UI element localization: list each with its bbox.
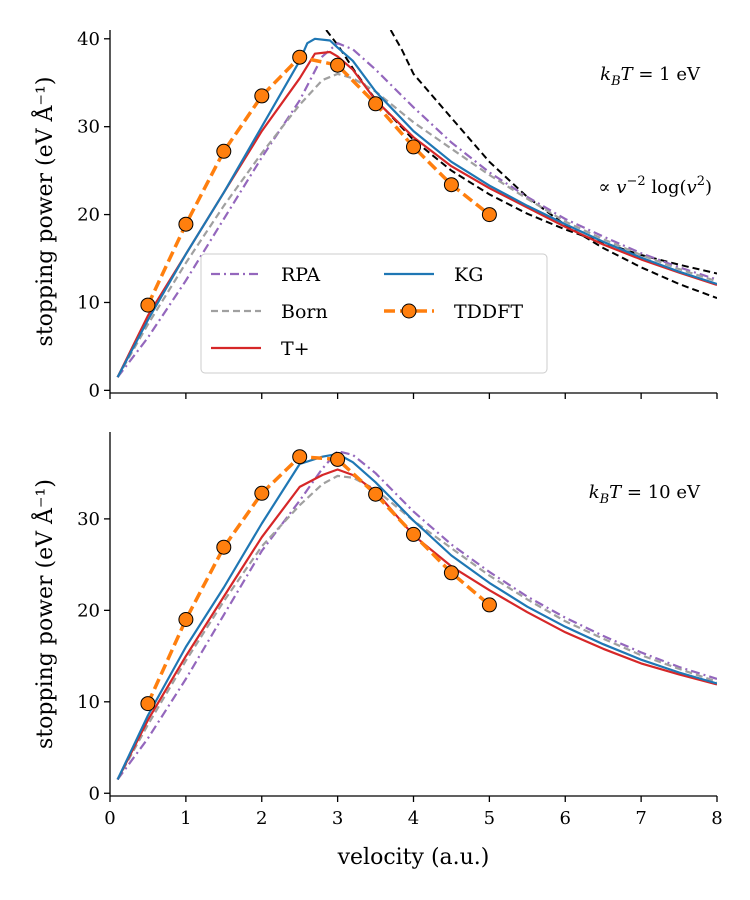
y-tick-label: 20 xyxy=(77,205,100,226)
x-tick-label: 3 xyxy=(332,808,343,829)
x-tick-label: 4 xyxy=(408,808,419,829)
y-axis-label: stopping power (eV Å⁻¹) xyxy=(30,77,58,347)
tddft-marker xyxy=(254,485,270,501)
series-kg-line xyxy=(116,452,717,780)
tddft-marker xyxy=(140,696,156,712)
tddft-marker xyxy=(330,57,346,73)
legend-label: KG xyxy=(454,264,483,286)
x-tick-label: 8 xyxy=(711,808,722,829)
legend-label: Born xyxy=(281,301,328,323)
tddft-marker xyxy=(481,207,497,223)
legend-label: TDDFT xyxy=(454,301,523,323)
legend-label: RPA xyxy=(281,264,320,286)
y-tick-label: 30 xyxy=(77,117,100,138)
legend-label: T+ xyxy=(281,338,310,360)
y-tick-label: 30 xyxy=(77,509,100,530)
tddft-marker xyxy=(481,597,497,613)
tddft-marker xyxy=(443,177,459,193)
y-tick-label: 20 xyxy=(77,600,100,621)
top-panel: 0 10 20 30 40 stopping power (eV Å⁻¹) kBT = 1 … xyxy=(30,29,718,401)
x-tick-label: 1 xyxy=(180,808,191,829)
asymptote-upper-line xyxy=(325,30,717,275)
tddft-marker xyxy=(406,139,421,155)
tddft-marker xyxy=(140,297,156,313)
legend: RPA KG Born TDDFT T+ xyxy=(200,253,548,374)
series-tddft-line xyxy=(146,55,491,306)
series-kg-line xyxy=(116,37,717,378)
tddft-marker xyxy=(254,88,270,104)
legend-marker xyxy=(401,303,417,319)
x-tick-label: 5 xyxy=(484,808,495,829)
y-tick-label: 10 xyxy=(77,292,100,313)
asymptote-lower-line xyxy=(389,30,717,300)
tddft-marker xyxy=(292,449,308,465)
x-tick-label: 7 xyxy=(635,808,646,829)
tddft-marker xyxy=(216,143,232,159)
tddft-marker xyxy=(292,49,308,65)
series-born-line xyxy=(116,474,717,781)
tddft-marker xyxy=(178,612,194,627)
tddft-marker xyxy=(368,486,384,502)
tddft-marker xyxy=(216,539,232,555)
x-tick-label: 2 xyxy=(256,808,267,829)
x-tick-label: 0 xyxy=(104,808,115,829)
temperature-annotation: kBT = 1 eV xyxy=(600,64,701,89)
series-rpa-line xyxy=(116,42,717,378)
tddft-marker xyxy=(330,451,346,467)
x-tick-label: 6 xyxy=(560,808,571,829)
temperature-annotation: kBT = 10 eV xyxy=(589,482,701,507)
y-axis-label: stopping power (eV Å⁻¹) xyxy=(30,479,58,749)
legend-frame xyxy=(200,253,548,374)
asymptote-label: ∝ v−2 log(v2) xyxy=(598,174,712,198)
plot-area xyxy=(116,30,717,378)
plot-area xyxy=(116,449,717,781)
y-tick-label: 0 xyxy=(89,380,100,401)
tddft-marker xyxy=(406,526,421,542)
series-rpa-line xyxy=(116,450,717,781)
tddft-marker xyxy=(368,96,384,112)
y-tick-label: 10 xyxy=(77,692,100,713)
y-tick-label: 0 xyxy=(89,783,100,804)
series-tddft-line xyxy=(146,454,491,705)
x-axis-label: velocity (a.u.) xyxy=(337,845,490,870)
tddft-marker xyxy=(443,565,459,581)
tddft-marker xyxy=(178,216,194,232)
y-tick-label: 40 xyxy=(77,29,100,50)
bottom-panel: 0 1 2 3 4 5 6 7 8 0 10 20 30 stopping power (eV Å⁻¹) v… xyxy=(30,432,723,870)
